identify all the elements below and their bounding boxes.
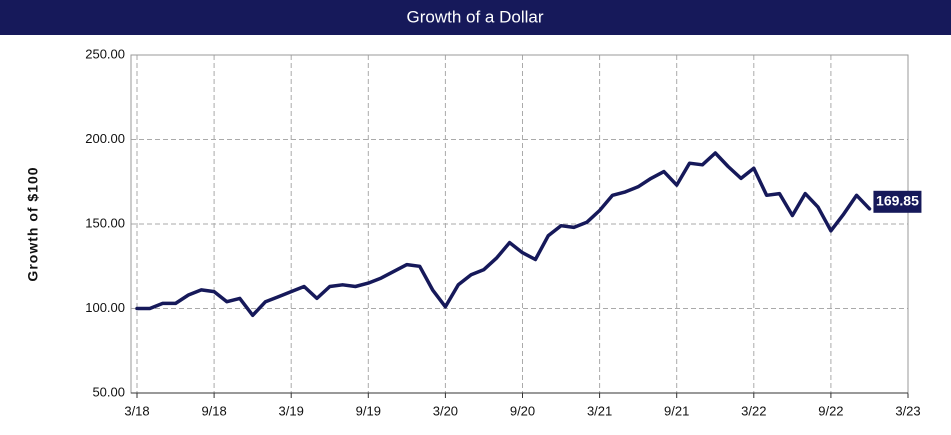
chart-title: Growth of a Dollar [407,7,544,26]
y-tick-label: 150.00 [85,215,125,230]
y-tick-label: 50.00 [92,384,125,399]
y-tick-label: 200.00 [85,131,125,146]
y-axis-label: Growth of $100 [25,166,41,281]
title-bar [0,0,951,35]
x-tick-label: 9/19 [356,403,381,418]
y-tick-label: 250.00 [85,46,125,61]
x-tick-label: 3/19 [279,403,304,418]
x-tick-label: 9/20 [510,403,535,418]
end-label-box [873,190,922,213]
line-series [135,151,872,318]
x-tick-label: 3/22 [741,403,766,418]
x-tick-label: 9/18 [201,403,226,418]
x-tick-label: 3/18 [124,403,149,418]
x-tick-label: 3/21 [587,403,612,418]
x-tick-label: 9/22 [818,403,843,418]
end-label: 169.85 [876,192,919,208]
y-tick-label: 100.00 [85,300,125,315]
x-tick-label: 3/20 [433,403,458,418]
x-tick-label: 3/23 [895,403,920,418]
x-tick-label: 9/21 [664,403,689,418]
